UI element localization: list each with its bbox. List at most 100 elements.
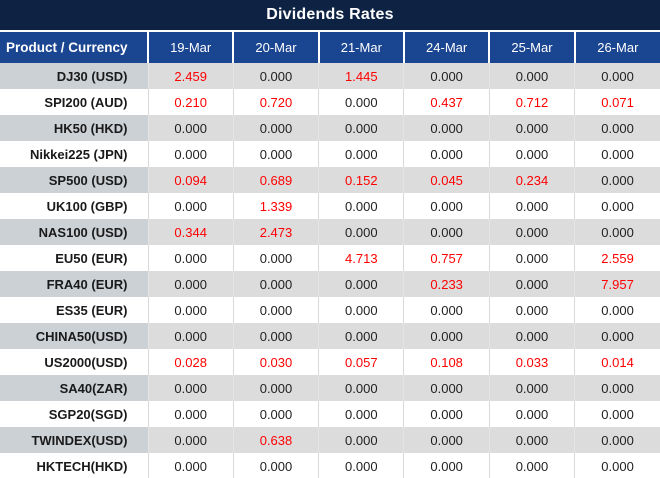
dividend-value: 0.000 [147, 115, 234, 141]
dividend-value: 0.000 [147, 401, 234, 427]
dividend-value: 0.000 [232, 453, 319, 478]
dividend-value: 0.000 [318, 115, 404, 141]
dividend-value: 0.030 [232, 349, 319, 375]
dividend-value: 0.000 [488, 193, 575, 219]
dividend-value: 0.094 [147, 167, 234, 193]
dividend-value: 0.000 [574, 323, 660, 349]
table-row: CHINA50(USD) 0.000 0.000 0.000 0.000 0.000 0.0… [0, 323, 660, 349]
dividend-value: 0.000 [147, 297, 234, 323]
dividend-value: 0.000 [318, 219, 404, 245]
dividend-value: 0.152 [318, 167, 404, 193]
dividend-value: 0.689 [232, 167, 319, 193]
dividend-value: 0.000 [147, 141, 234, 167]
table-row: SA40(ZAR) 0.000 0.000 0.000 0.000 0.000 0.000 [0, 375, 660, 401]
dividend-value: 0.000 [318, 89, 404, 115]
dividend-value: 0.000 [318, 427, 404, 453]
dividend-value: 0.045 [403, 167, 490, 193]
dividend-value: 0.000 [574, 219, 660, 245]
dividend-value: 0.000 [318, 271, 404, 297]
dividend-value: 4.713 [318, 245, 404, 271]
product-label: EU50 (EUR) [0, 245, 148, 271]
dividend-value: 0.000 [232, 63, 319, 89]
dividend-value: 0.720 [232, 89, 319, 115]
table-row: SP500 (USD) 0.094 0.689 0.152 0.045 0.234 0.00… [0, 167, 660, 193]
table-header-row: Product / Currency 19-Mar 20-Mar 21-Mar 24-… [0, 30, 660, 63]
dividend-value: 0.000 [232, 401, 319, 427]
dividend-value: 0.000 [318, 193, 404, 219]
dividend-value: 0.000 [318, 453, 404, 478]
dividend-value: 0.000 [488, 323, 575, 349]
dividend-value: 0.000 [232, 323, 319, 349]
dividend-value: 0.057 [318, 349, 404, 375]
dividend-value: 0.437 [403, 89, 490, 115]
column-header-date: 24-Mar [402, 30, 490, 63]
dividend-value: 0.071 [574, 89, 660, 115]
dividend-value: 0.000 [488, 375, 575, 401]
dividend-value: 0.210 [147, 89, 234, 115]
table-row: SGP20(SGD) 0.000 0.000 0.000 0.000 0.000 0.000 [0, 401, 660, 427]
table-row: SPI200 (AUD) 0.210 0.720 0.000 0.437 0.712 0.0… [0, 89, 660, 115]
dividend-value: 0.000 [232, 141, 319, 167]
table-row: ES35 (EUR) 0.000 0.000 0.000 0.000 0.000 0.000 [0, 297, 660, 323]
dividend-value: 1.445 [318, 63, 404, 89]
product-label: SPI200 (AUD) [0, 89, 148, 115]
dividend-value: 0.000 [574, 297, 660, 323]
column-header-date: 25-Mar [488, 30, 575, 63]
dividend-value: 0.000 [147, 193, 234, 219]
dividend-value: 7.957 [574, 271, 660, 297]
dividend-value: 0.000 [488, 453, 575, 478]
dividend-value: 0.000 [488, 427, 575, 453]
table-row: HK50 (HKD) 0.000 0.000 0.000 0.000 0.000 0.000 [0, 115, 660, 141]
product-label: US2000(USD) [0, 349, 148, 375]
dividend-value: 0.000 [488, 141, 575, 167]
product-label: NAS100 (USD) [0, 219, 148, 245]
product-label: ES35 (EUR) [0, 297, 148, 323]
dividend-value: 0.014 [574, 349, 660, 375]
dividend-value: 0.000 [403, 115, 490, 141]
dividend-value: 0.000 [318, 375, 404, 401]
product-label: UK100 (GBP) [0, 193, 148, 219]
dividend-value: 0.000 [488, 219, 575, 245]
dividend-value: 0.000 [232, 245, 319, 271]
product-label: SP500 (USD) [0, 167, 148, 193]
dividend-value: 0.000 [232, 297, 319, 323]
dividend-value: 0.000 [318, 323, 404, 349]
table-body: DJ30 (USD) 2.459 0.000 1.445 0.000 0.000 0.000… [0, 63, 660, 478]
dividend-value: 2.559 [574, 245, 660, 271]
dividends-table: Product / Currency 19-Mar 20-Mar 21-Mar 24-… [0, 30, 660, 478]
dividend-value: 0.757 [403, 245, 490, 271]
table-row: HKTECH(HKD) 0.000 0.000 0.000 0.000 0.000 0.00… [0, 453, 660, 478]
table-row: FRA40 (EUR) 0.000 0.000 0.000 0.233 0.000 7.95… [0, 271, 660, 297]
product-label: HK50 (HKD) [0, 115, 148, 141]
dividend-value: 0.000 [147, 245, 234, 271]
dividend-value: 0.108 [403, 349, 490, 375]
dividend-value: 0.000 [574, 401, 660, 427]
dividend-value: 0.000 [574, 193, 660, 219]
dividend-value: 0.344 [147, 219, 234, 245]
dividend-value: 0.000 [232, 115, 319, 141]
table-row: US2000(USD) 0.028 0.030 0.057 0.108 0.033 0.01… [0, 349, 660, 375]
table-row: Nikkei225 (JPN) 0.000 0.000 0.000 0.000 0.000… [0, 141, 660, 167]
product-label: FRA40 (EUR) [0, 271, 148, 297]
product-label: SA40(ZAR) [0, 375, 148, 401]
table-row: DJ30 (USD) 2.459 0.000 1.445 0.000 0.000 0.000 [0, 63, 660, 89]
product-label: CHINA50(USD) [0, 323, 148, 349]
product-label: SGP20(SGD) [0, 401, 148, 427]
dividend-value: 0.233 [403, 271, 490, 297]
table-row: UK100 (GBP) 0.000 1.339 0.000 0.000 0.000 0.00… [0, 193, 660, 219]
dividend-value: 0.000 [403, 375, 490, 401]
dividend-value: 2.459 [147, 63, 234, 89]
dividend-value: 0.000 [403, 219, 490, 245]
dividend-value: 0.000 [318, 401, 404, 427]
dividend-value: 0.000 [232, 375, 319, 401]
dividend-value: 0.000 [488, 271, 575, 297]
table-row: EU50 (EUR) 0.000 0.000 4.713 0.757 0.000 2.559 [0, 245, 660, 271]
dividend-value: 0.000 [147, 427, 234, 453]
dividend-value: 0.000 [574, 141, 660, 167]
product-label: Nikkei225 (JPN) [0, 141, 148, 167]
dividend-value: 0.000 [403, 427, 490, 453]
column-header-date: 20-Mar [232, 30, 319, 63]
dividend-value: 0.033 [488, 349, 575, 375]
dividend-value: 0.638 [232, 427, 319, 453]
